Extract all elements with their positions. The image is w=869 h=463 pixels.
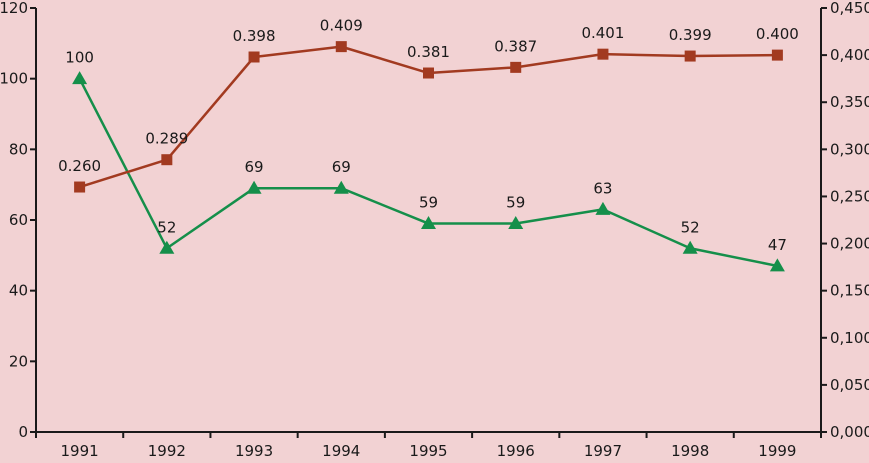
right-axis-tick-label: 0,150 [830, 282, 869, 300]
square-marker [74, 181, 86, 193]
right-axis-tick-label: 0,350 [830, 93, 869, 111]
green-triangle-series-data-label: 69 [332, 158, 351, 176]
square-marker [248, 51, 260, 63]
left-axis-tick-label: 60 [9, 211, 28, 229]
triangle-marker [595, 201, 611, 215]
red-square-series-data-label: 0.398 [233, 27, 276, 45]
red-square-series-data-label: 0.387 [494, 37, 537, 55]
green-triangle-series-data-label: 59 [506, 194, 525, 212]
left-axis-tick-label: 100 [0, 70, 28, 88]
red-square-series-data-label: 0.400 [756, 25, 799, 43]
triangle-marker [246, 180, 262, 194]
red-square-series-data-label: 0.260 [58, 157, 101, 175]
x-axis-category-label: 1996 [497, 442, 535, 460]
right-axis-tick-label: 0,250 [830, 187, 869, 205]
right-axis-tick-label: 0,300 [830, 140, 869, 158]
triangle-marker [333, 180, 349, 194]
left-axis-tick-label: 20 [9, 352, 28, 370]
right-axis-tick-label: 0,200 [830, 235, 869, 253]
red-square-series-data-label: 0.381 [407, 43, 450, 61]
right-axis-tick-label: 0,000 [830, 423, 869, 441]
triangle-marker [682, 240, 698, 254]
left-axis-tick-label: 80 [9, 140, 28, 158]
x-axis-category-label: 1994 [322, 442, 360, 460]
right-axis-tick-label: 0,050 [830, 376, 869, 394]
green-triangle-series-data-label: 63 [593, 179, 612, 197]
square-marker [597, 48, 609, 60]
x-axis-category-label: 1998 [671, 442, 709, 460]
triangle-marker [72, 71, 88, 85]
left-axis-tick-label: 0 [18, 423, 28, 441]
green-triangle-series-data-label: 52 [157, 218, 176, 236]
triangle-marker [159, 240, 175, 254]
green-triangle-series-data-label: 52 [681, 218, 700, 236]
square-marker [771, 49, 783, 61]
x-axis-category-label: 1992 [148, 442, 186, 460]
square-marker [335, 41, 347, 53]
triangle-marker [769, 258, 785, 272]
x-axis-category-label: 1993 [235, 442, 273, 460]
green-triangle-series-data-label: 47 [768, 236, 787, 254]
green-triangle-series-data-label: 59 [419, 194, 438, 212]
x-axis-category-label: 1999 [758, 442, 796, 460]
red-square-series-data-label: 0.409 [320, 17, 363, 35]
square-marker [510, 61, 522, 73]
red-square-series-data-label: 0.401 [581, 24, 624, 42]
x-axis-category-label: 1997 [584, 442, 622, 460]
square-marker [684, 50, 696, 62]
right-axis-tick-label: 0,100 [830, 329, 869, 347]
triangle-marker [421, 216, 436, 230]
left-axis-tick-label: 120 [0, 0, 28, 17]
x-axis-category-label: 1995 [409, 442, 447, 460]
square-marker [423, 67, 434, 79]
x-axis-category-label: 1991 [61, 442, 99, 460]
left-axis-tick-label: 40 [9, 282, 28, 300]
red-square-series-data-label: 0.289 [145, 130, 188, 148]
triangle-marker [508, 216, 524, 230]
green-triangle-series-data-label: 100 [65, 49, 94, 67]
right-axis-tick-label: 0,450 [830, 0, 869, 17]
green-triangle-series-data-label: 69 [245, 158, 264, 176]
right-axis-tick-label: 0,400 [830, 46, 869, 64]
red-square-series-data-label: 0.399 [669, 26, 712, 44]
square-marker [161, 154, 173, 166]
